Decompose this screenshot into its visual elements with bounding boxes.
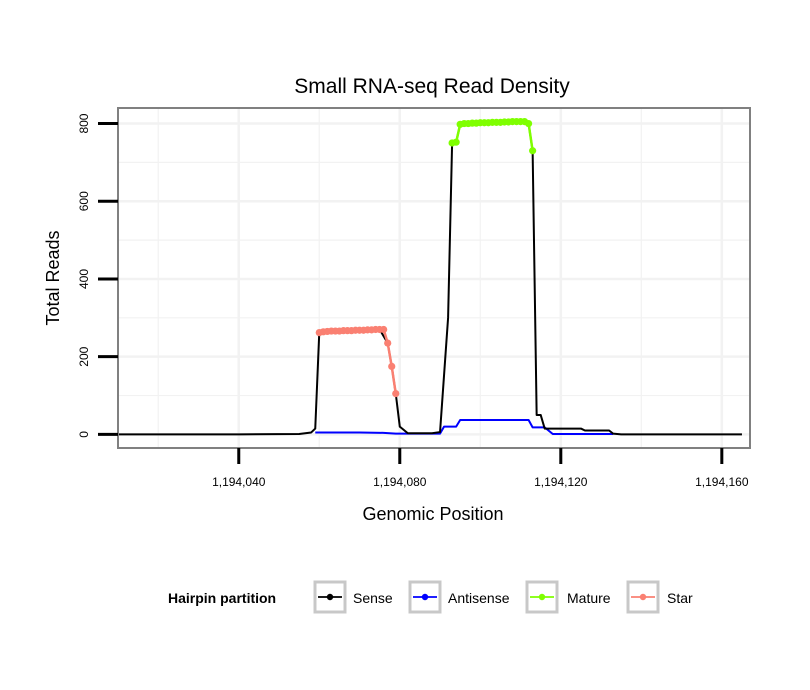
y-tick-label: 800: [77, 113, 91, 133]
data-point-mature: [524, 119, 533, 128]
legend-label: Antisense: [448, 590, 510, 606]
data-point-star: [388, 362, 396, 370]
legend-key-box: [626, 580, 660, 614]
data-point-mature: [452, 138, 460, 146]
y-tick-label: 400: [77, 269, 91, 289]
legend-label: Star: [667, 590, 693, 606]
x-tick-label: 1,194,080: [373, 475, 427, 489]
legend-key-box: [313, 580, 347, 614]
y-tick-label: 0: [77, 431, 91, 438]
legend-item-sense: Sense: [313, 580, 393, 614]
legend-key-point: [639, 593, 647, 601]
y-axis: 0 200 400 600 800: [77, 113, 118, 438]
x-tick-label: 1,194,040: [212, 475, 266, 489]
legend-item-mature: Mature: [525, 580, 611, 614]
data-point-star: [392, 390, 400, 398]
data-series: [118, 118, 742, 436]
legend-key-point: [421, 593, 429, 601]
legend-label: Mature: [567, 590, 611, 606]
legend-key-box: [525, 580, 559, 614]
data-point-star: [380, 325, 388, 334]
legend-key-box: [408, 580, 442, 614]
grid-lines: [118, 108, 750, 448]
chart-title: Small RNA-seq Read Density: [294, 75, 570, 98]
x-tick-label: 1,194,120: [534, 475, 588, 489]
x-axis: 1,194,040 1,194,080 1,194,120 1,194,160: [212, 448, 749, 489]
legend-item-star: Star: [626, 580, 693, 614]
x-axis-title: Genomic Position: [362, 504, 503, 524]
legend: Hairpin partition Sense Antisense Mature…: [168, 580, 693, 614]
data-point-star: [384, 339, 392, 347]
legend-title: Hairpin partition: [168, 590, 276, 606]
data-point-mature: [529, 147, 537, 155]
legend-item-antisense: Antisense: [408, 580, 510, 614]
legend-key-point: [326, 593, 334, 601]
legend-key-point: [538, 593, 546, 601]
x-tick-label: 1,194,160: [695, 475, 749, 489]
legend-label: Sense: [353, 590, 393, 606]
y-tick-label: 200: [77, 346, 91, 366]
y-tick-label: 600: [77, 191, 91, 211]
plot-panel: [117, 107, 751, 449]
y-axis-title: Total Reads: [43, 230, 63, 325]
